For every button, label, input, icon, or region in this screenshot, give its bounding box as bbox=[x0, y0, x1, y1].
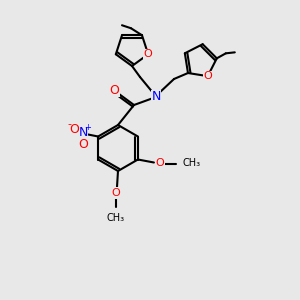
Text: O: O bbox=[78, 138, 88, 151]
Text: N: N bbox=[151, 91, 161, 103]
Text: O: O bbox=[69, 123, 79, 136]
Text: +: + bbox=[85, 123, 92, 132]
Text: O: O bbox=[203, 71, 212, 81]
Text: -: - bbox=[67, 119, 71, 130]
Text: O: O bbox=[155, 158, 164, 169]
Text: O: O bbox=[109, 83, 119, 97]
Text: CH₃: CH₃ bbox=[107, 213, 125, 223]
Text: O: O bbox=[112, 188, 120, 198]
Text: O: O bbox=[144, 49, 152, 59]
Text: CH₃: CH₃ bbox=[183, 158, 201, 169]
Text: N: N bbox=[78, 126, 88, 139]
